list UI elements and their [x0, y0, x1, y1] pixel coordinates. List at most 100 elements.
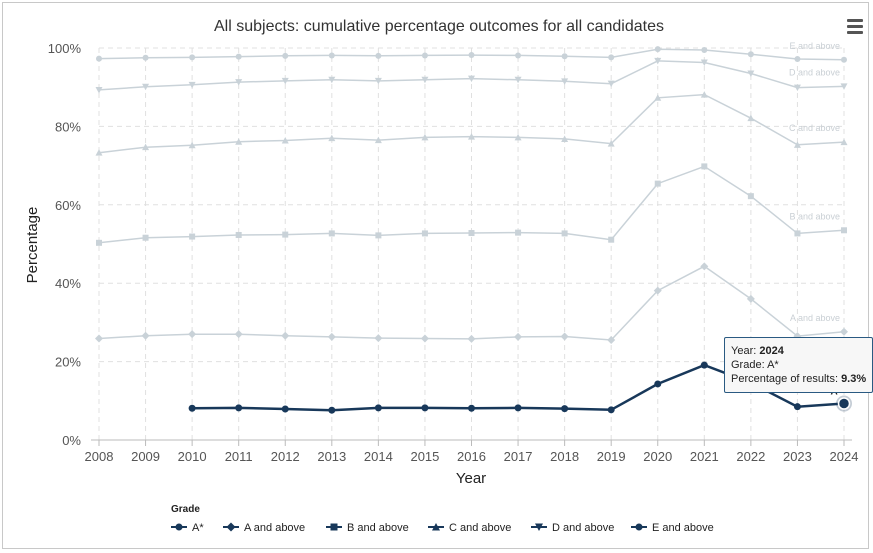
data-point: [374, 136, 382, 144]
legend-item[interactable]: D and above: [531, 522, 614, 534]
legend: Grade A* A and above B and above C and above…: [171, 504, 714, 534]
data-point: [700, 91, 708, 98]
data-point: [746, 294, 755, 303]
data-point: [700, 262, 709, 271]
hovered-point: [837, 397, 851, 410]
legend-item[interactable]: B and above: [326, 522, 409, 534]
tooltip-pct-value: 9.3%: [841, 373, 867, 385]
data-point: [281, 137, 289, 144]
data-point: [608, 54, 615, 61]
y-tick-label: 80%: [55, 119, 81, 134]
data-point: [514, 404, 522, 412]
data-point: [374, 404, 382, 412]
data-point: [467, 334, 476, 343]
data-point: [607, 80, 615, 88]
data-point: [142, 234, 149, 241]
data-point: [142, 143, 150, 151]
series-end-label: B and above: [789, 211, 840, 221]
data-point: [375, 232, 382, 239]
data-point: [235, 138, 243, 145]
data-point: [421, 230, 428, 237]
data-point: [142, 83, 150, 91]
legend-marker: [330, 523, 338, 531]
data-point: [794, 55, 801, 62]
data-point: [328, 134, 336, 142]
data-point: [793, 84, 801, 92]
data-point: [747, 70, 755, 77]
data-point: [188, 141, 196, 149]
data-point: [468, 230, 475, 237]
legend-label: D and above: [552, 522, 614, 534]
data-point: [328, 230, 335, 237]
x-tick-label: 2016: [457, 449, 486, 464]
x-tick-label: 2021: [690, 449, 719, 464]
chart-canvas: All subjects: cumulative percentage outc…: [24, 18, 859, 534]
legend-item[interactable]: E and above: [631, 522, 714, 534]
data-point: [328, 52, 335, 59]
data-point: [468, 133, 475, 140]
y-axis-title: Percentage: [24, 207, 41, 284]
legend-marker: [175, 523, 183, 531]
data-point: [189, 233, 196, 240]
data-point: [607, 140, 615, 147]
legend-item[interactable]: A and above: [223, 522, 305, 534]
data-point: [654, 180, 661, 187]
x-tick-label: 2018: [550, 449, 579, 464]
data-point: [840, 83, 848, 90]
data-point: [327, 332, 336, 341]
data-point: [235, 231, 242, 238]
tooltip-pct-line: Percentage of results: 9.3%: [731, 372, 872, 386]
data-point: [96, 55, 102, 62]
x-tick-label: 2019: [597, 449, 626, 464]
series-end-label: E and above: [789, 41, 840, 51]
data-point: [142, 54, 149, 61]
legend-item[interactable]: A*: [171, 522, 204, 534]
data-point: [607, 336, 616, 345]
legend-label: E and above: [652, 522, 714, 534]
data-point: [841, 56, 847, 63]
legend-item[interactable]: C and above: [428, 522, 511, 534]
tooltip-year-line: Year: 2024: [731, 344, 872, 358]
data-point: [840, 138, 848, 146]
data-point: [95, 334, 103, 343]
data-point: [188, 81, 196, 89]
menu-icon[interactable]: [845, 19, 865, 37]
series-end-label: A and above: [790, 313, 840, 323]
data-point: [700, 361, 708, 369]
y-tick-label: 100%: [48, 41, 82, 56]
data-point: [561, 135, 569, 142]
data-point: [747, 193, 754, 200]
data-point: [747, 51, 754, 58]
data-point: [281, 331, 290, 340]
series-end-label: D and above: [789, 67, 840, 77]
x-tick-label: 2024: [830, 449, 859, 464]
data-point: [840, 327, 848, 336]
x-tick-label: 2014: [364, 449, 393, 464]
legend-label: B and above: [347, 522, 409, 534]
data-point: [421, 52, 428, 59]
data-point: [514, 76, 522, 84]
data-point: [281, 405, 289, 413]
data-point: [794, 230, 801, 237]
data-point: [793, 141, 801, 148]
data-point: [654, 94, 662, 101]
data-point: [653, 286, 662, 295]
data-point: [747, 114, 755, 122]
data-point: [282, 52, 289, 59]
tooltip-grade-value: A*: [767, 359, 779, 371]
data-point: [700, 59, 708, 67]
data-point: [561, 405, 569, 413]
x-tick-label: 2011: [225, 449, 253, 464]
data-point: [515, 52, 522, 59]
chart-title: All subjects: cumulative percentage outc…: [214, 18, 664, 35]
x-tick-label: 2010: [178, 449, 207, 464]
data-point: [560, 332, 569, 341]
x-tick-label: 2012: [271, 449, 300, 464]
legend-label: A*: [192, 522, 204, 534]
legend-marker: [535, 523, 543, 531]
series-d-and-above: D and above: [95, 57, 848, 94]
data-point: [96, 239, 102, 246]
tooltip-grade-label: Grade:: [731, 359, 768, 371]
data-point: [468, 404, 475, 412]
